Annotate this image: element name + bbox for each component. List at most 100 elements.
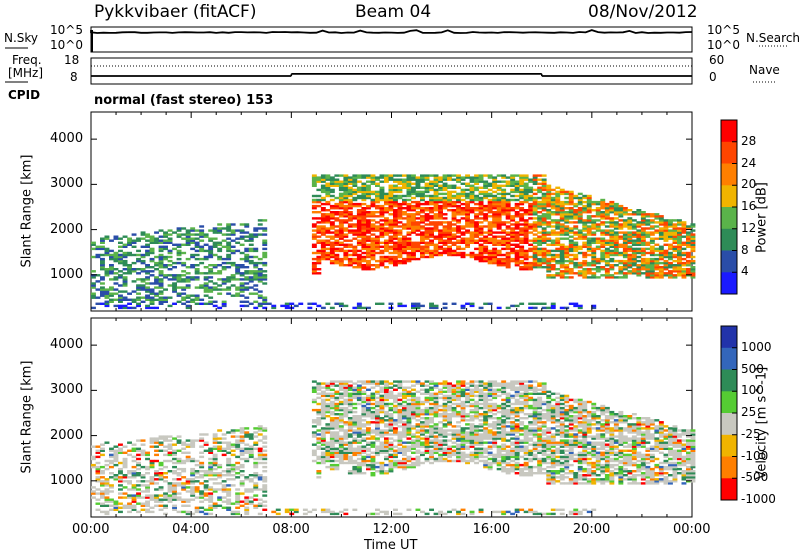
power-cell: [136, 239, 141, 242]
velocity-cell: [402, 445, 407, 448]
velocity-cell: [253, 488, 259, 491]
power-cell: [375, 190, 380, 194]
power-cell: [577, 192, 583, 196]
velocity-cell: [257, 478, 263, 481]
power-cell: [604, 217, 610, 220]
power-cell: [465, 200, 470, 204]
power-cell: [221, 280, 227, 283]
power-cell: [118, 253, 123, 257]
power-cell: [492, 231, 498, 234]
power-cell: [239, 264, 245, 267]
velocity-cell: [433, 447, 439, 450]
power-cell: [316, 217, 322, 220]
power-cell: [172, 286, 177, 289]
power-cell: [523, 211, 529, 214]
power-cell: [442, 306, 448, 310]
velocity-cell: [343, 437, 349, 440]
power-cell: [510, 190, 516, 194]
power-cell: [370, 257, 376, 261]
velocity-cell: [190, 492, 196, 495]
power-cell: [487, 221, 493, 224]
power-cell: [411, 182, 416, 185]
power-cell: [636, 239, 642, 242]
power-cell: [618, 259, 624, 263]
power-cell: [352, 261, 358, 265]
power-cell: [604, 272, 610, 275]
power-cell: [320, 243, 326, 246]
velocity-cell: [163, 453, 168, 457]
velocity-cell: [257, 425, 263, 428]
power-cell: [384, 257, 389, 261]
velocity-cell: [158, 443, 164, 446]
power-cell: [239, 290, 245, 293]
power-cell: [190, 255, 196, 259]
power-cell: [334, 259, 340, 263]
velocity-cell: [325, 459, 331, 463]
power-cell: [154, 237, 159, 240]
power-cell: [492, 186, 498, 189]
power-cell: [505, 215, 511, 218]
power-cell: [604, 213, 610, 216]
power-cell: [487, 227, 493, 230]
power-cell: [194, 296, 200, 299]
velocity-cell: [113, 453, 119, 457]
power-cell: [546, 186, 552, 189]
velocity-cell: [248, 447, 254, 450]
power-cell: [645, 219, 651, 222]
velocity-cell: [352, 417, 358, 420]
power-cell: [600, 268, 606, 271]
power-cell: [307, 306, 313, 310]
power-cell: [262, 247, 268, 251]
power-cell: [483, 249, 489, 253]
power-cell: [433, 209, 439, 212]
power-cell: [316, 231, 322, 234]
power-cell: [343, 192, 349, 196]
velocity-cell: [334, 437, 340, 440]
velocity-cell: [149, 510, 155, 514]
velocity-cell: [420, 402, 425, 406]
power-cell: [248, 272, 254, 275]
velocity-cell: [208, 451, 214, 454]
velocity-cell: [406, 386, 412, 389]
power-cell: [145, 239, 150, 242]
power-cell: [145, 233, 150, 236]
power-cell: [582, 209, 588, 212]
power-cell: [595, 268, 601, 271]
velocity-cell: [388, 429, 394, 432]
velocity-cell: [329, 413, 335, 416]
power-cell: [519, 217, 525, 220]
power-cell: [582, 200, 588, 204]
power-cell: [537, 186, 543, 189]
power-cell: [559, 251, 565, 255]
power-cell: [600, 257, 606, 261]
power-cell: [465, 237, 470, 240]
velocity-cell: [361, 457, 367, 461]
velocity-cell: [334, 406, 340, 410]
power-cell: [546, 270, 552, 273]
power-cell: [158, 300, 164, 303]
power-cell: [420, 186, 425, 189]
power-cell: [519, 178, 525, 181]
power-cell: [654, 247, 660, 251]
power-cell: [113, 237, 119, 240]
power-cell: [406, 221, 412, 224]
velocity-cell: [262, 480, 268, 483]
velocity-cell: [230, 467, 236, 471]
velocity-cell: [104, 488, 110, 491]
power-cell: [532, 192, 538, 196]
power-cell: [122, 276, 128, 279]
power-cell: [658, 233, 664, 236]
velocity-cell: [118, 502, 123, 505]
velocity-cell: [104, 492, 110, 495]
power-cell: [185, 237, 191, 240]
power-cell: [496, 249, 502, 253]
power-cell: [559, 259, 565, 263]
velocity-cell: [113, 478, 119, 481]
power-cell: [672, 245, 678, 248]
power-cell: [622, 272, 628, 275]
power-cell: [212, 272, 218, 275]
power-cell: [424, 178, 430, 181]
velocity-cell: [397, 461, 403, 465]
power-cell: [550, 253, 556, 257]
power-cell: [167, 284, 173, 287]
